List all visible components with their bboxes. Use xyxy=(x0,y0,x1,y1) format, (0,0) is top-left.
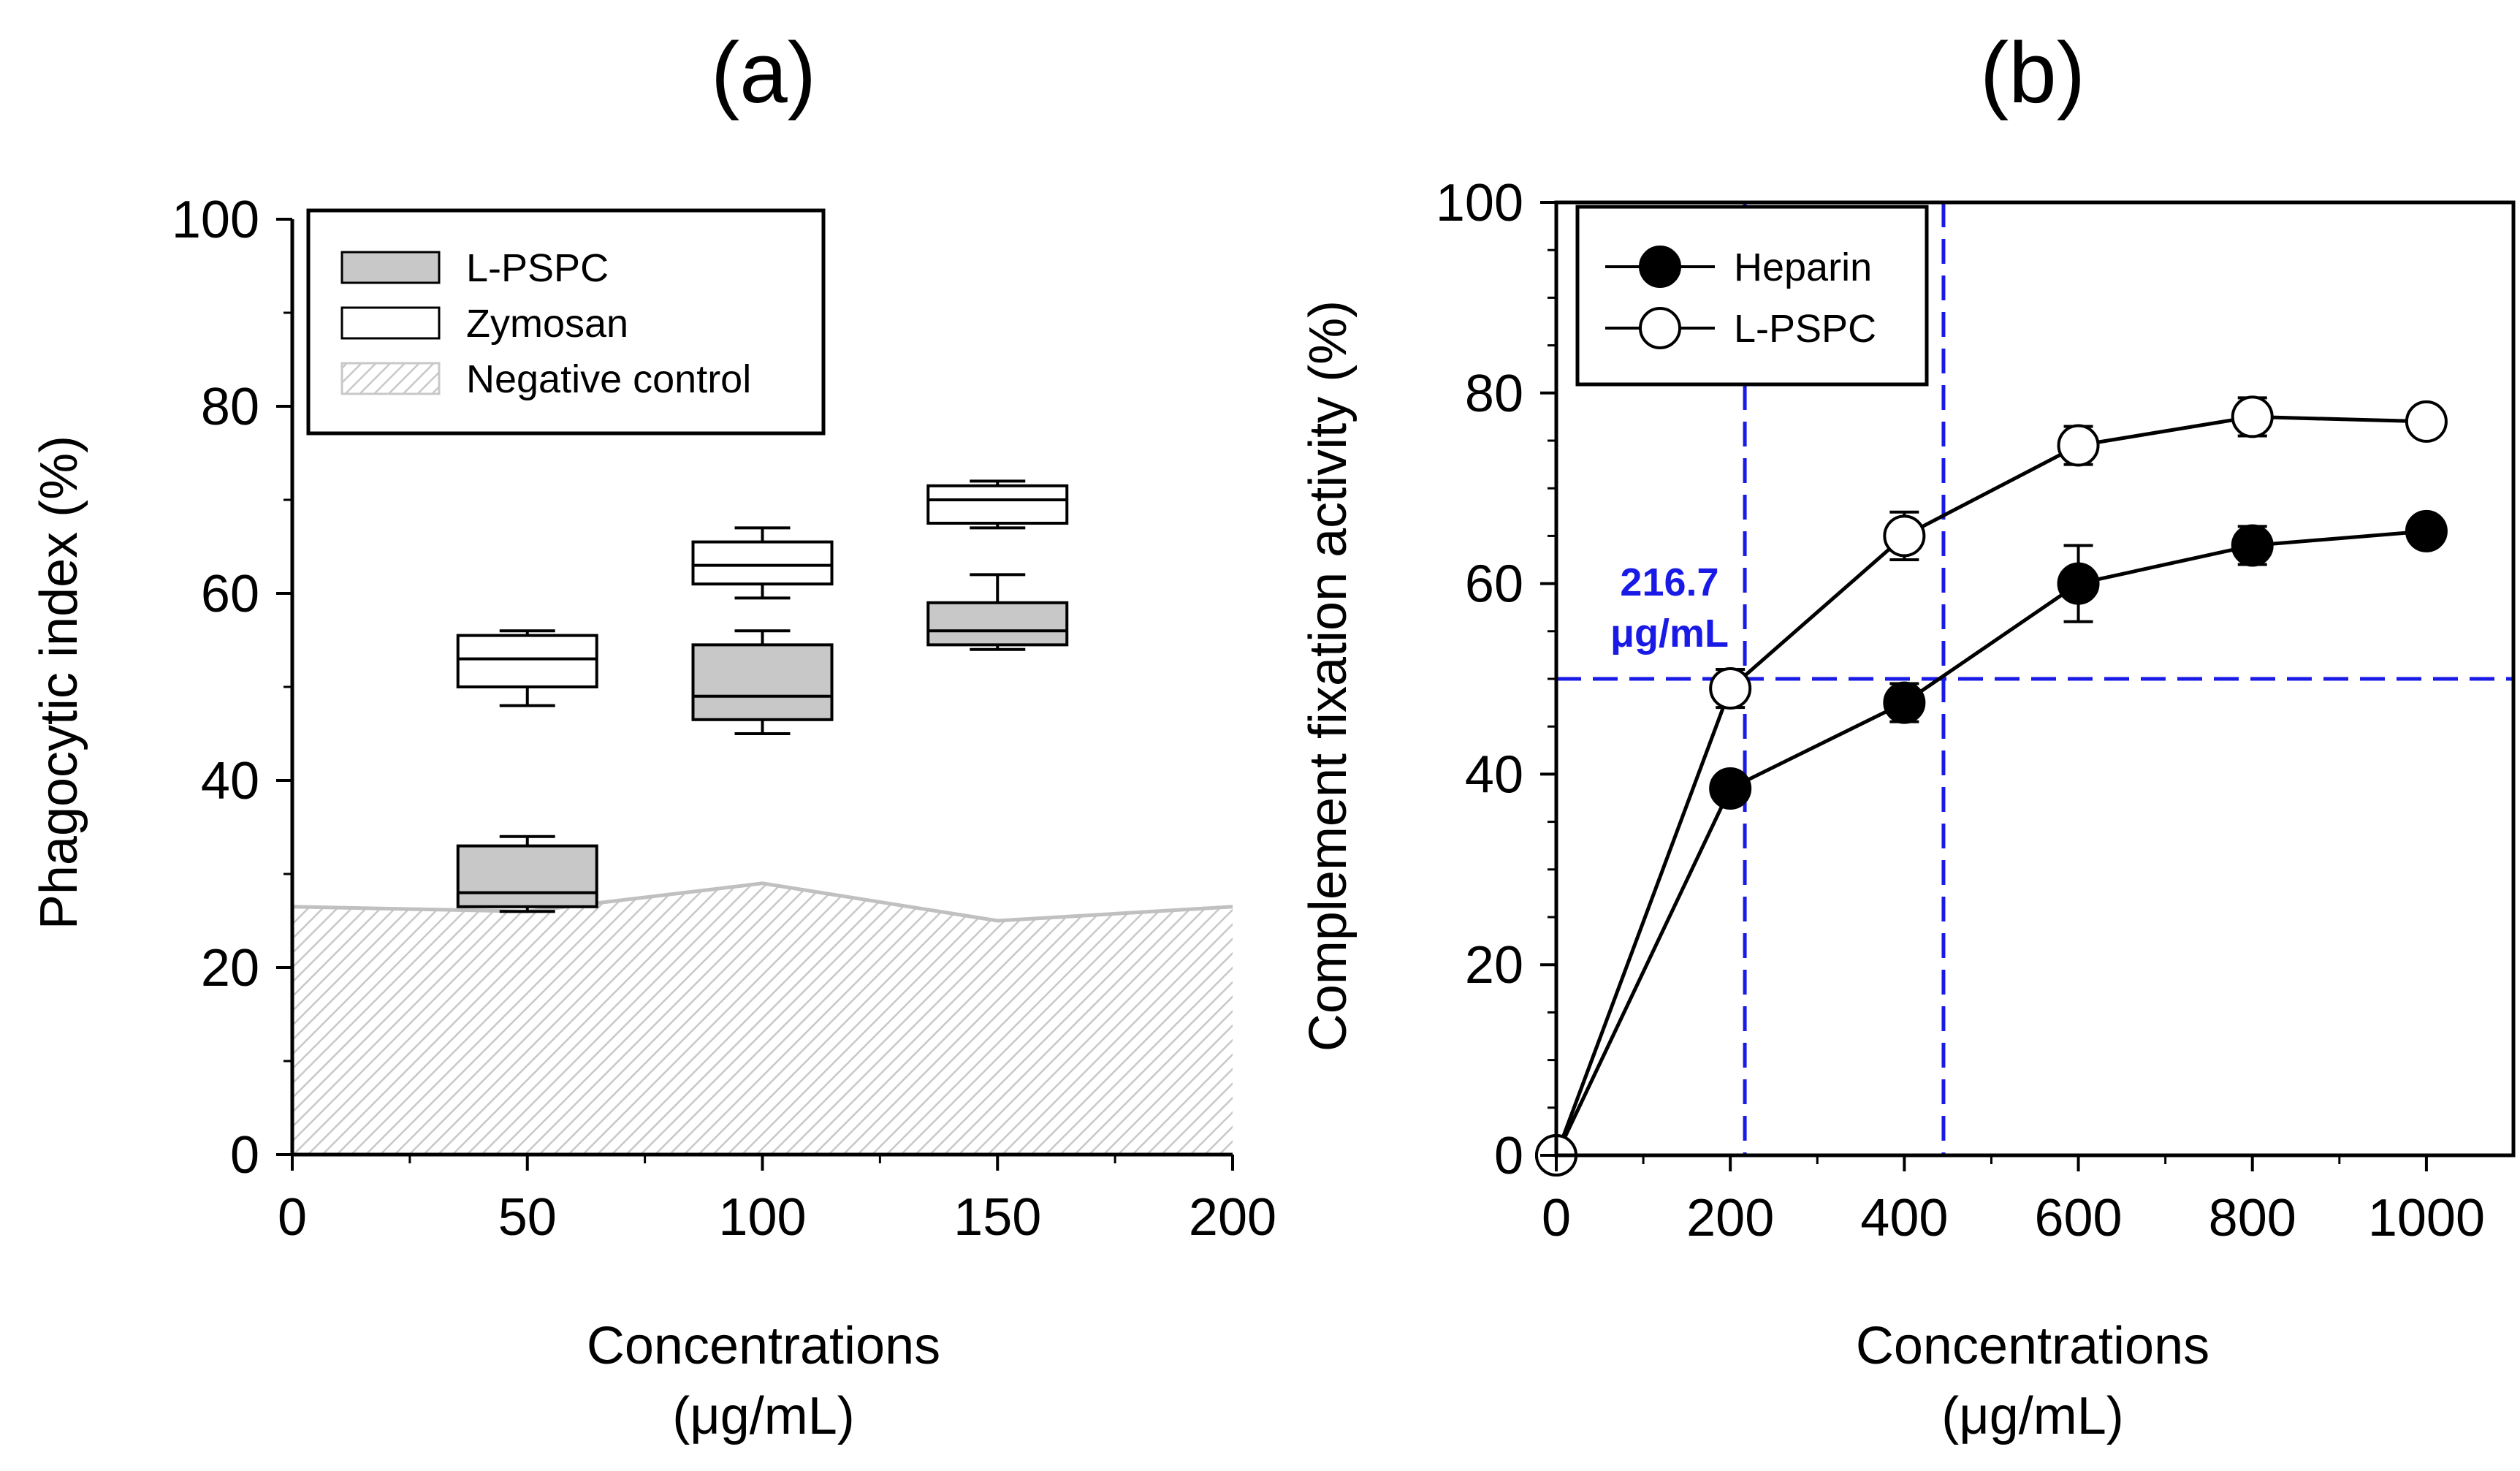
legend-label-lpspc-b: L-PSPC xyxy=(1734,307,1876,351)
legend-swatch-lpspc xyxy=(340,251,441,284)
panel-a-legend: L-PSPC Zymosan Negative control xyxy=(306,208,826,436)
panel-a: (a) 0 20 40 60 80 100 0 50 100 150 200 L-PSPC Zymo… xyxy=(30,25,1276,1445)
legend-swatch-negative-control xyxy=(340,362,441,395)
legend-label-lpspc: L-PSPC xyxy=(466,246,609,290)
y-tick-label: 60 xyxy=(1465,555,1523,614)
negative-control-area xyxy=(292,881,1233,1155)
y-tick-label: 40 xyxy=(1465,745,1523,804)
negative-control-fill xyxy=(292,883,1233,1155)
y-tick-label: 80 xyxy=(201,378,259,436)
x-tick-label: 200 xyxy=(1686,1189,1774,1247)
y-tick-label: 60 xyxy=(201,565,259,623)
x-tick-label: 800 xyxy=(2209,1189,2296,1247)
legend-frame xyxy=(1575,205,1929,387)
x-tick-label: 200 xyxy=(1189,1188,1276,1247)
box-body xyxy=(691,643,834,721)
panel-a-xlabel-line2: (μg/mL) xyxy=(672,1387,855,1445)
legend-label-zymosan: Zymosan xyxy=(466,302,628,346)
box-body xyxy=(456,844,598,908)
y-tick-label: 100 xyxy=(1436,174,1523,232)
data-point-heparin xyxy=(1709,767,1752,810)
data-point-l-pspc xyxy=(2057,424,2100,467)
box-body xyxy=(456,634,598,688)
data-point-l-pspc xyxy=(2231,395,2274,438)
data-point-heparin xyxy=(2057,562,2100,605)
box-body xyxy=(926,484,1069,525)
box-l-pspc-100 xyxy=(691,629,834,735)
y-tick-label: 100 xyxy=(172,191,259,249)
y-tick-label: 40 xyxy=(201,752,259,810)
box-l-pspc-50 xyxy=(456,835,598,913)
y-tick-label: 20 xyxy=(1465,936,1523,995)
legend-swatch-zymosan xyxy=(340,306,441,340)
legend-marker-heparin xyxy=(1639,246,1681,288)
box-zymosan-100 xyxy=(691,526,834,600)
annotation-unit: μg/mL xyxy=(1610,612,1729,655)
negative-control-line xyxy=(292,881,1233,923)
y-tick-label: 80 xyxy=(1465,365,1523,423)
y-tick-label: 0 xyxy=(230,1126,259,1185)
data-point-heparin xyxy=(2231,524,2274,567)
legend-marker-lpspc xyxy=(1639,307,1681,349)
series-line-l-pspc xyxy=(1554,414,2426,1156)
series-line-heparin xyxy=(1554,529,2427,1157)
panel-a-xlabel-line1: Concentrations xyxy=(587,1317,940,1375)
x-tick-label: 0 xyxy=(1542,1189,1571,1247)
data-point-l-pspc xyxy=(2405,400,2448,443)
panel-b-frame xyxy=(1554,200,2516,1158)
data-point-heparin xyxy=(1883,681,1926,724)
panel-b-label: (b) xyxy=(1980,25,2085,121)
box-series xyxy=(456,479,1069,913)
x-tick-label: 50 xyxy=(498,1188,557,1247)
panel-b-xlabel-line1: Concentrations xyxy=(1856,1317,2209,1375)
panel-b-ylabel: Complement fixation activity (%) xyxy=(1299,300,1358,1052)
box-zymosan-150 xyxy=(926,479,1069,530)
legend-label-heparin: Heparin xyxy=(1734,246,1872,289)
panel-b-xlabel-line2: (μg/mL) xyxy=(1941,1387,2124,1445)
box-l-pspc-150 xyxy=(926,573,1069,651)
x-tick-label: 0 xyxy=(278,1188,307,1247)
x-tick-label: 600 xyxy=(2034,1189,2122,1247)
legend-label-negative-control: Negative control xyxy=(466,357,751,401)
panel-b-legend: Heparin L-PSPC xyxy=(1575,205,1929,387)
box-body xyxy=(691,540,834,586)
y-tick-label: 0 xyxy=(1494,1127,1523,1185)
box-zymosan-50 xyxy=(456,629,598,707)
x-tick-label: 150 xyxy=(953,1188,1041,1247)
data-point-l-pspc xyxy=(1709,667,1752,710)
box-body xyxy=(926,601,1069,647)
annotation-value: 216.7 xyxy=(1620,560,1718,604)
panel-a-ylabel: Phagocytic index (%) xyxy=(30,436,88,930)
x-tick-label: 1000 xyxy=(2368,1189,2485,1247)
panel-a-label: (a) xyxy=(711,25,816,121)
y-tick-label: 20 xyxy=(201,939,259,997)
x-tick-label: 400 xyxy=(1860,1189,1948,1247)
data-point-heparin xyxy=(2405,509,2448,552)
panel-a-axes: 0 20 40 60 80 100 0 50 100 150 200 xyxy=(172,191,1276,1247)
data-point-l-pspc xyxy=(1883,514,1926,558)
x-tick-label: 100 xyxy=(718,1188,806,1247)
line-series xyxy=(1535,395,2448,1177)
